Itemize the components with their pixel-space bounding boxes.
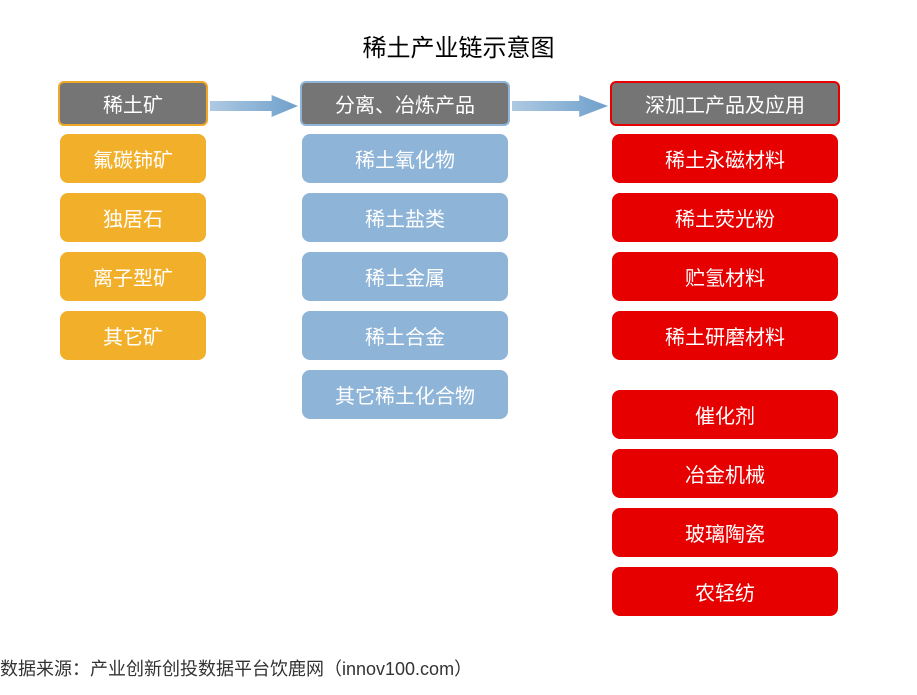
col3-item: 稀土永磁材料 bbox=[610, 132, 840, 185]
column-3: 深加工产品及应用 稀土永磁材料稀土荧光粉贮氢材料稀土研磨材料催化剂冶金机械玻璃陶… bbox=[610, 81, 840, 618]
col3-item: 稀土研磨材料 bbox=[610, 309, 840, 362]
col2-item: 稀土氧化物 bbox=[300, 132, 510, 185]
col2-item: 稀土盐类 bbox=[300, 191, 510, 244]
col1-header: 稀土矿 bbox=[58, 81, 208, 126]
column-1: 稀土矿 氟碳铈矿独居石离子型矿其它矿 bbox=[58, 81, 208, 362]
diagram-title: 稀土产业链示意图 bbox=[0, 0, 917, 81]
col1-item: 离子型矿 bbox=[58, 250, 208, 303]
column-2: 分离、冶炼产品 稀土氧化物稀土盐类稀土金属稀土合金其它稀土化合物 bbox=[300, 81, 510, 421]
col2-header: 分离、冶炼产品 bbox=[300, 81, 510, 126]
col2-item: 稀土金属 bbox=[300, 250, 510, 303]
col3-header: 深加工产品及应用 bbox=[610, 81, 840, 126]
col3-item: 冶金机械 bbox=[610, 447, 840, 500]
col3-item: 农轻纺 bbox=[610, 565, 840, 618]
col1-item: 其它矿 bbox=[58, 309, 208, 362]
col1-item: 独居石 bbox=[58, 191, 208, 244]
diagram-area: 稀土矿 氟碳铈矿独居石离子型矿其它矿 分离、冶炼产品 稀土氧化物稀土盐类稀土金属… bbox=[0, 81, 917, 641]
col1-item: 氟碳铈矿 bbox=[58, 132, 208, 185]
col3-item: 催化剂 bbox=[610, 388, 840, 441]
col3-item: 稀土荧光粉 bbox=[610, 191, 840, 244]
col2-item: 其它稀土化合物 bbox=[300, 368, 510, 421]
col2-item: 稀土合金 bbox=[300, 309, 510, 362]
col3-item: 玻璃陶瓷 bbox=[610, 506, 840, 559]
arrow-1 bbox=[210, 95, 298, 117]
arrow-2 bbox=[512, 95, 608, 117]
col3-item: 贮氢材料 bbox=[610, 250, 840, 303]
source-text: 数据来源：产业创新创投数据平台饮鹿网（innov100.com） bbox=[0, 655, 472, 681]
